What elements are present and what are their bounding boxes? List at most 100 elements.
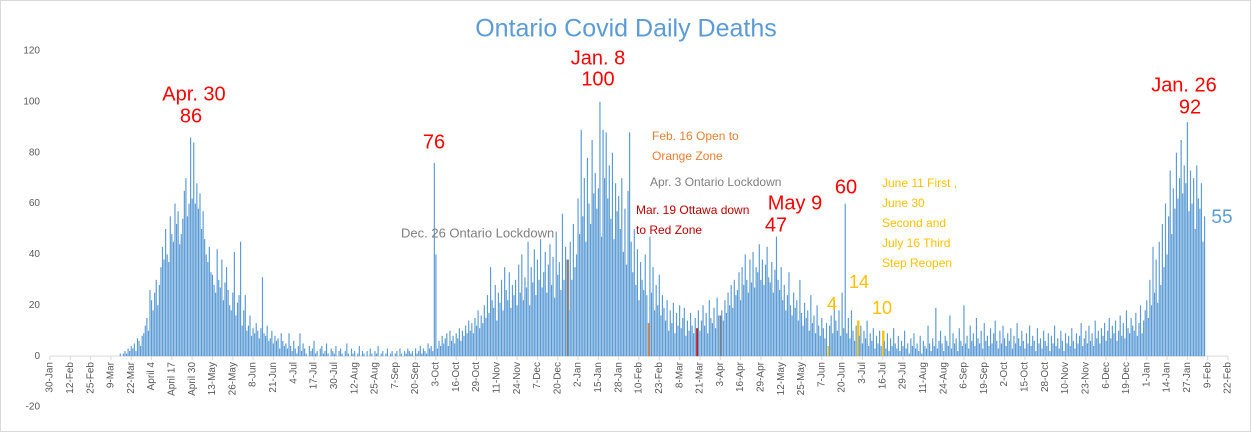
x-tick-label: 7-Jun xyxy=(816,362,827,387)
x-tick-label: 11-Nov xyxy=(491,362,502,394)
bar xyxy=(1124,338,1126,357)
bar xyxy=(1066,343,1068,357)
bar xyxy=(400,353,403,357)
bar xyxy=(854,340,856,357)
bar xyxy=(552,256,554,357)
bar xyxy=(730,284,732,357)
bar xyxy=(299,333,301,357)
annotation: Feb. 16 Open to xyxy=(652,129,739,143)
bar xyxy=(269,338,271,357)
bar xyxy=(215,292,217,357)
point-label-value: 55 xyxy=(1211,207,1232,228)
bar xyxy=(558,262,560,357)
bar xyxy=(283,345,285,357)
bar xyxy=(483,305,485,357)
bar xyxy=(260,328,262,357)
bar xyxy=(315,353,317,357)
bar xyxy=(969,325,971,357)
bar xyxy=(863,330,865,357)
bar xyxy=(1114,320,1117,357)
bar xyxy=(1133,330,1135,357)
bar xyxy=(1088,325,1090,357)
bar xyxy=(1096,338,1098,357)
bar xyxy=(1099,343,1101,357)
bar xyxy=(204,239,206,357)
bar xyxy=(818,325,820,357)
bar xyxy=(230,310,232,357)
bar xyxy=(505,290,507,357)
bar xyxy=(250,335,253,357)
bar xyxy=(964,343,967,357)
bar xyxy=(350,348,353,357)
bar xyxy=(496,320,498,357)
bar xyxy=(718,315,720,357)
x-tick-label: 25-Feb xyxy=(85,362,96,394)
bar xyxy=(1025,333,1028,357)
bar xyxy=(814,333,817,357)
bar xyxy=(569,241,571,357)
bar xyxy=(363,353,365,357)
bar xyxy=(143,333,145,357)
bar xyxy=(833,300,835,357)
bar xyxy=(955,338,957,357)
bar xyxy=(538,279,540,357)
x-tick-label: 15-Oct xyxy=(1020,362,1031,392)
bar xyxy=(821,318,823,357)
x-tick-label: 22-Mar xyxy=(126,361,137,393)
bar xyxy=(1188,211,1190,357)
bar xyxy=(714,328,717,357)
bar xyxy=(1010,328,1012,357)
x-tick-label: 1-Jan xyxy=(1141,362,1152,387)
bar xyxy=(1118,330,1120,357)
bar xyxy=(405,353,407,357)
bar xyxy=(416,353,418,357)
bar xyxy=(119,353,121,357)
x-tick-label: 28-Jan xyxy=(613,362,624,393)
bar xyxy=(325,343,328,357)
bar xyxy=(216,249,218,357)
bar xyxy=(1044,340,1046,357)
bar xyxy=(560,290,562,357)
bar xyxy=(746,279,748,357)
bar xyxy=(805,318,807,357)
bar xyxy=(1157,302,1159,357)
x-tick-label: 26-May xyxy=(227,362,238,395)
point-label-date: Jan. 26 xyxy=(1151,74,1217,96)
annotation: July 16 Third xyxy=(882,236,950,250)
bar xyxy=(1197,198,1199,357)
bar xyxy=(418,351,420,357)
bar xyxy=(340,348,342,357)
bar xyxy=(754,287,756,357)
bar xyxy=(705,312,707,357)
bar xyxy=(630,241,632,357)
bar xyxy=(244,295,246,357)
bar xyxy=(950,348,953,357)
bar xyxy=(446,333,448,357)
bar xyxy=(593,193,595,357)
bar xyxy=(621,178,623,357)
x-tick-label: 16-Apr xyxy=(735,361,746,392)
bar xyxy=(1166,254,1168,357)
bar xyxy=(357,353,359,357)
bar xyxy=(291,351,293,357)
bar xyxy=(554,297,556,357)
x-tick-label: 22-Feb xyxy=(1223,362,1234,394)
x-tick-label: 16-Oct xyxy=(451,362,462,392)
bar xyxy=(636,249,639,357)
bar xyxy=(875,335,878,357)
bar xyxy=(913,333,915,357)
bar xyxy=(689,312,692,357)
bar xyxy=(166,254,168,357)
bar xyxy=(550,284,553,357)
bar xyxy=(968,348,970,357)
annotation: Step Reopen xyxy=(882,256,952,270)
bar xyxy=(808,330,810,357)
bar xyxy=(185,178,187,357)
bar xyxy=(988,345,990,357)
bar xyxy=(605,132,607,357)
bar xyxy=(594,173,596,357)
bar xyxy=(910,338,912,357)
y-tick-label: 100 xyxy=(23,96,40,107)
bar xyxy=(635,284,637,357)
bar xyxy=(199,193,201,357)
